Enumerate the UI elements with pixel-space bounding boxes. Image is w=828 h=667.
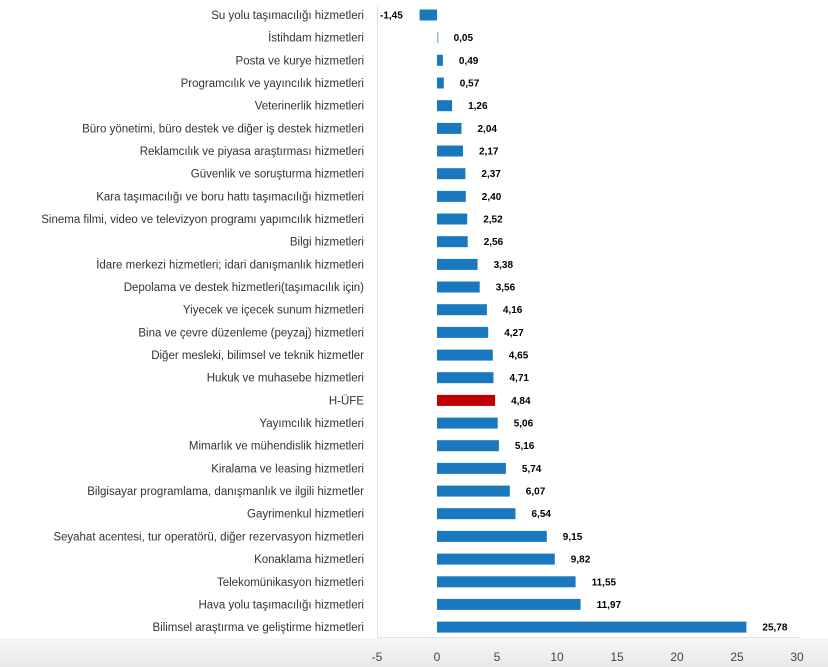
bar — [437, 485, 510, 497]
category-label: Yayımcılık hizmetleri — [259, 418, 364, 430]
category-label: Konaklama hizmetleri — [254, 554, 364, 566]
bar — [419, 9, 437, 21]
category-label: Posta ve kurye hizmetleri — [236, 55, 364, 67]
bar — [437, 621, 747, 633]
bar — [437, 576, 576, 588]
bar — [437, 326, 489, 338]
category-label: Seyahat acentesi, tur operatörü, diğer r… — [53, 531, 364, 543]
category-label: Bina ve çevre düzenleme (peyzaj) hizmetl… — [138, 327, 364, 339]
value-label: 1,26 — [468, 101, 488, 112]
category-label: Hava yolu taşımacılığı hizmetleri — [198, 599, 364, 611]
category-label: Bilgisayar programlama, danışmanlık ve i… — [87, 486, 364, 498]
category-label: Güvenlik ve soruşturma hizmetleri — [191, 169, 364, 181]
value-label: 4,27 — [504, 328, 524, 339]
bar — [437, 77, 444, 89]
x-tick-label: 5 — [494, 650, 501, 664]
category-label: Hukuk ve muhasebe hizmetleri — [207, 373, 364, 385]
bar — [437, 553, 555, 565]
x-tick-label: 25 — [730, 650, 744, 664]
bar — [437, 145, 463, 157]
category-label: Kiralama ve leasing hizmetleri — [211, 463, 364, 475]
value-label: 3,38 — [494, 260, 514, 271]
value-label: 4,65 — [509, 351, 529, 362]
bar — [437, 100, 453, 112]
category-label: Büro yönetimi, büro destek ve diğer iş d… — [82, 123, 364, 135]
x-tick-label: 10 — [550, 650, 564, 664]
category-label: Kara taşımacılığı ve boru hattı taşımacı… — [96, 191, 364, 203]
bar — [437, 508, 516, 520]
x-tick-label: -5 — [372, 650, 383, 664]
bar — [437, 190, 466, 202]
x-axis-band — [0, 638, 828, 667]
value-label: 2,17 — [479, 147, 499, 158]
category-label: Su yolu taşımacılığı hizmetleri — [211, 10, 364, 22]
category-label: İdare merkezi hizmetleri; idari danışman… — [96, 258, 364, 271]
value-label: 4,16 — [503, 305, 523, 316]
value-label: 3,56 — [496, 283, 516, 294]
bar — [437, 417, 498, 429]
category-label: Reklamcılık ve piyasa araştırması hizmet… — [140, 146, 364, 158]
value-label: 6,07 — [526, 487, 546, 498]
value-label: 5,16 — [515, 441, 535, 452]
bar — [437, 304, 487, 316]
category-label: Programcılık ve yayıncılık hizmetleri — [181, 78, 364, 90]
category-label: Telekomünikasyon hizmetleri — [217, 577, 364, 589]
bar — [437, 440, 499, 452]
x-tick-label: 20 — [670, 650, 684, 664]
value-label: 2,37 — [481, 169, 501, 180]
category-label: Bilgi hizmetleri — [290, 237, 364, 249]
bar — [437, 281, 480, 293]
value-label: 0,49 — [459, 56, 479, 67]
category-label: Sinema filmi, video ve televizyon progra… — [41, 214, 364, 226]
category-label: Depolama ve destek hizmetleri(taşımacılı… — [124, 282, 364, 294]
x-tick-label: 15 — [610, 650, 624, 664]
value-label: 2,52 — [483, 215, 503, 226]
bar — [437, 54, 443, 66]
value-label: 4,71 — [510, 373, 530, 384]
value-label: 0,05 — [454, 33, 474, 44]
category-label: Veterinerlik hizmetleri — [255, 101, 364, 113]
value-label: 25,78 — [762, 623, 787, 634]
bar — [437, 122, 462, 134]
bar — [437, 32, 439, 44]
category-label: Yiyecek ve içecek sunum hizmetleri — [183, 305, 364, 317]
bar — [437, 168, 466, 180]
x-tick-label: 0 — [434, 650, 441, 664]
value-label: 4,84 — [511, 396, 531, 407]
x-tick-label: 30 — [790, 650, 804, 664]
bar — [437, 462, 506, 474]
category-label: İstihdam hizmetleri — [268, 32, 364, 45]
value-label: 5,74 — [522, 464, 542, 475]
category-label: H-ÜFE — [329, 395, 364, 407]
value-label: 9,15 — [563, 532, 583, 543]
value-label: 0,57 — [460, 79, 480, 90]
value-label: 11,55 — [592, 577, 617, 588]
category-label: Bilimsel araştırma ve geliştirme hizmetl… — [152, 622, 364, 634]
value-label: 5,06 — [514, 419, 534, 430]
value-label: -1,45 — [380, 11, 403, 22]
bar — [437, 530, 547, 542]
bar — [437, 349, 493, 361]
value-label: 2,56 — [484, 237, 504, 248]
value-label: 6,54 — [532, 509, 552, 520]
bar — [437, 372, 494, 384]
category-label: Gayrimenkul hizmetleri — [247, 509, 364, 521]
category-label: Diğer mesleki, bilimsel ve teknik hizmet… — [151, 350, 364, 362]
category-label: Mimarlık ve mühendislik hizmetleri — [189, 441, 364, 453]
bar — [437, 213, 468, 225]
bar — [437, 394, 496, 406]
value-label: 9,82 — [571, 555, 591, 566]
bar — [437, 236, 468, 248]
value-label: 11,97 — [597, 600, 622, 611]
value-label: 2,40 — [482, 192, 502, 203]
bar — [437, 598, 581, 610]
value-label: 2,04 — [478, 124, 498, 135]
bar — [437, 258, 478, 270]
